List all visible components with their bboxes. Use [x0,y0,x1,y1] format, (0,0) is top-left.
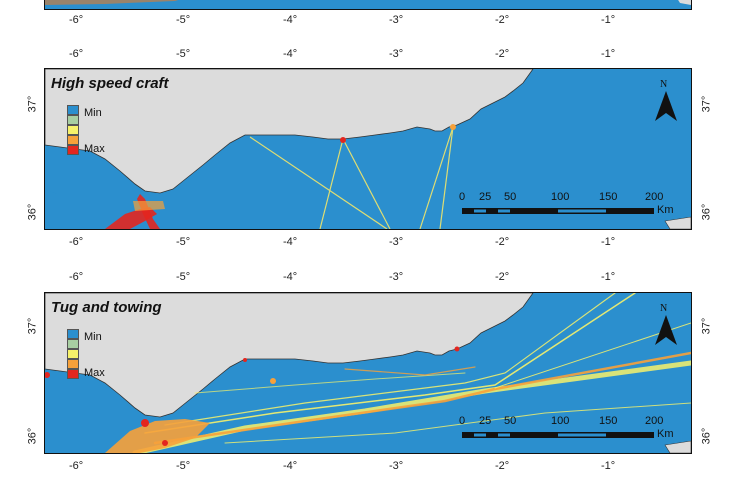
x-tick-bottom-panel2: -6° [69,236,84,248]
x-tick-bottom-top-panel: -3° [389,14,404,26]
legend-swatch [67,339,79,349]
x-tick-top-panel3: -4° [283,271,298,283]
legend-swatch [67,349,79,359]
x-tick-bottom-panel3: -6° [69,460,84,472]
scale-bar-graphic [462,208,654,214]
map-panel-tug-and-towing: Tug and towing Min Max N 0 25 50 100 150… [44,292,692,454]
legend-swatch [67,125,79,135]
scale-unit: Km [657,428,674,440]
x-tick-bottom-panel3: -2° [495,460,510,472]
x-tick-bottom-top-panel: -4° [283,14,298,26]
north-label: N [660,303,668,314]
x-tick-top-panel2: -2° [495,48,510,60]
x-tick-bottom-panel3: -1° [601,460,616,472]
legend-min-label: Min [84,107,102,119]
x-tick-top-panel2: -5° [176,48,191,60]
x-tick-top-panel2: -4° [283,48,298,60]
y-tick-right-panel2: 37° [700,95,713,113]
x-tick-top-panel3: -5° [176,271,191,283]
scale-label: 25 [479,191,492,203]
legend-max-label: Max [84,143,105,155]
x-tick-bottom-panel2: -2° [495,236,510,248]
scale-label: 25 [479,415,492,427]
scale-label: 100 [551,415,570,427]
x-tick-bottom-top-panel: -6° [69,14,84,26]
y-tick-left-panel3: 37° [26,317,39,335]
scale-label: 50 [504,415,517,427]
y-tick-left-panel2: 36° [26,203,39,221]
x-tick-top-panel3: -6° [69,271,84,283]
legend-swatch [67,359,79,369]
legend-max-label: Max [84,367,105,379]
x-tick-bottom-panel2: -3° [389,236,404,248]
legend-swatch [67,145,79,155]
y-tick-left-panel2: 37° [26,95,39,113]
map-panel-high-speed-craft: High speed craft Min Max N 0 25 50 100 1… [44,68,692,230]
x-tick-bottom-panel3: -3° [389,460,404,472]
legend-min-label: Min [84,331,102,343]
map-top [45,0,691,9]
x-tick-top-panel2: -3° [389,48,404,60]
x-tick-bottom-top-panel: -2° [495,14,510,26]
scale-label: 200 [645,415,664,427]
x-tick-top-panel2: -6° [69,48,84,60]
y-tick-right-panel2: 36° [700,203,713,221]
x-tick-top-panel3: -2° [495,271,510,283]
x-tick-bottom-panel3: -5° [176,460,191,472]
y-tick-right-panel3: 37° [700,317,713,335]
legend-swatch [67,329,79,339]
y-tick-right-panel3: 36° [700,427,713,445]
map-high-speed-craft [45,69,691,229]
legend: Min Max [67,105,127,165]
north-arrow: N [651,303,681,355]
scale-label: 50 [504,191,517,203]
x-tick-top-panel3: -3° [389,271,404,283]
legend-swatch [67,369,79,379]
panel-title: Tug and towing [51,299,162,316]
scale-unit: Km [657,204,674,216]
scale-bar-graphic [462,432,654,438]
map-panel-top [44,0,692,10]
legend-swatch [67,135,79,145]
north-arrow-icon [655,315,677,345]
panel-title: High speed craft [51,75,169,92]
x-tick-bottom-top-panel: -5° [176,14,191,26]
x-tick-top-panel3: -1° [601,271,616,283]
x-tick-bottom-panel2: -5° [176,236,191,248]
north-arrow-icon [655,91,677,121]
north-arrow: N [651,79,681,131]
legend-swatch [67,115,79,125]
scale-label: 0 [459,415,466,427]
x-tick-bottom-panel3: -4° [283,460,298,472]
x-tick-top-panel2: -1° [601,48,616,60]
scale-label: 100 [551,191,570,203]
x-tick-bottom-top-panel: -1° [601,14,616,26]
north-label: N [660,79,668,90]
scale-label: 150 [599,191,618,203]
legend: Min Max [67,329,127,389]
scale-label: 150 [599,415,618,427]
scale-label: 0 [459,191,466,203]
scale-label: 200 [645,191,664,203]
legend-swatch [67,105,79,115]
y-tick-left-panel3: 36° [26,427,39,445]
x-tick-bottom-panel2: -4° [283,236,298,248]
scale-bar: 0 25 50 100 150 200 Km [453,189,691,219]
map-tug-and-towing [45,293,691,453]
scale-bar: 0 25 50 100 150 200 Km [453,413,691,443]
x-tick-bottom-panel2: -1° [601,236,616,248]
